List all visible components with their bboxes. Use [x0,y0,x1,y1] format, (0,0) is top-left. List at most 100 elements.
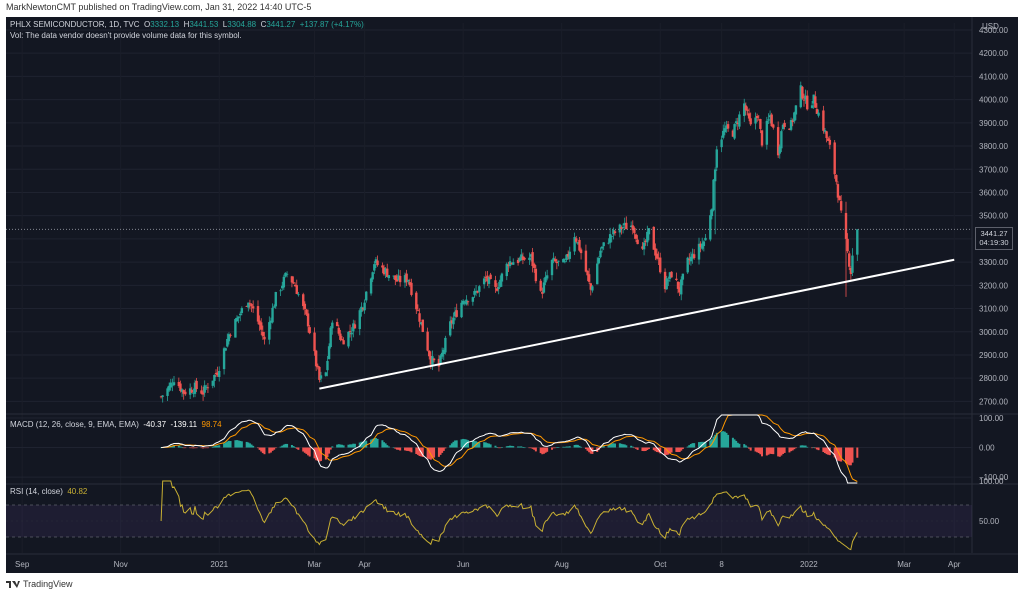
candle-body [166,388,169,396]
macd-label: MACD (12, 26, close, 9, EMA, EMA) [10,420,139,429]
macd-hist-bar [835,447,838,459]
candle-body [384,268,387,274]
macd-hist-bar [555,447,558,448]
macd-hist-bar [295,447,298,449]
candle-body [731,130,735,137]
macd-hist-bar [215,445,217,448]
macd-hist-bar [788,447,791,453]
candle-body [167,385,171,391]
macd-hist-bar [848,447,851,466]
candle-body [697,243,701,260]
candle-body [172,382,176,386]
macd-hist-bar [607,444,610,448]
candle-body [812,94,815,104]
macd-hist-bar [759,447,762,455]
macd-hist-bar [814,447,817,449]
candle-body [512,262,515,265]
candle-body [440,352,444,357]
macd-hist-bar [746,446,749,448]
macd-hist-bar [670,447,673,453]
candle-body [452,317,455,325]
candle-body [494,280,497,287]
macd-hist-bar [568,446,571,448]
macd-hist-bar [395,447,398,450]
candle-body [680,279,683,295]
candle-body [665,278,668,290]
macd-hist-bar [227,440,230,448]
macd-hist-bar [699,441,702,448]
macd-hist-bar [308,447,311,457]
candle-body [817,112,820,116]
symbol-header: PHLX SEMICONDUCTOR, 1D, TVC O3332.13 H34… [10,20,364,29]
candle-body [193,382,197,394]
macd-hist-bar [173,445,175,448]
candle-body [495,288,499,291]
macd-hist-bar [689,444,692,448]
tradingview-logo-icon [6,580,20,589]
macd-hist-bar [678,447,681,453]
candle-body [723,128,727,133]
candle-body [482,278,486,285]
macd-hist-bar [539,447,542,454]
candle-body [293,284,297,287]
rsi-label: RSI (14, close) [10,487,63,496]
candle-body [720,139,723,148]
candle-body [767,119,770,121]
macd-hist-bar [836,447,839,461]
rsi-line [160,480,858,551]
candle-body [237,316,240,319]
macd-hist-bar [268,447,271,454]
candle-body [387,275,391,279]
candle-body [781,124,785,129]
candle-body [234,319,237,338]
macd-hist-bar [347,444,350,448]
trendline [319,258,955,390]
candle-body [200,390,203,394]
macd-hist-bar [641,447,644,451]
macd-hist-bar [433,447,436,458]
macd-hist-bar [247,442,250,448]
candle-body [848,253,851,267]
macd-hist-bar [610,443,613,448]
macd-hist-bar [744,445,747,448]
candle-body [239,313,242,316]
macd-hist-bar [307,447,310,456]
candle-body [295,285,298,294]
macd-hist-bar [743,444,746,448]
candle-body [360,306,363,313]
macd-hist-bar [541,447,544,455]
macd-hist-bar [849,447,852,466]
candle-body [516,259,520,264]
macd-hist-bar [216,445,219,448]
macd-hist-bar [551,447,553,450]
chart-canvas[interactable]: 2700.00 2800.00 2900.00 3000.00 3100.00 3200.… [6,17,1018,573]
macd-hist-bar [476,442,479,448]
candle-body [765,120,769,145]
candle-body [316,365,319,368]
macd-hist-bar [576,444,579,448]
candle-body [576,242,580,244]
candle-body [169,382,172,388]
macd-hist-bar [614,443,616,448]
macd-hist-bar [772,447,775,455]
macd-hist-bar [777,447,780,457]
candle-body [778,146,781,154]
macd-hist-bar [218,445,221,448]
chart-frame[interactable]: 2700.00 2800.00 2900.00 3000.00 3100.00 3200.… [6,17,1018,573]
macd-hist-bar [194,447,196,449]
macd-axis-label: −100.00 [979,473,1009,482]
candle-body [804,95,807,100]
candle-body [314,350,318,367]
macd-hist-bar [828,447,831,456]
candle-body [205,386,208,388]
candle-body [760,130,764,146]
macd-value: -40.37 [143,420,167,429]
macd-hist-bar [542,447,545,454]
macd-hist-bar [203,447,206,449]
candle-body [403,275,407,283]
macd-hist-bar [206,447,209,449]
candle-body [415,292,418,310]
macd-hist-bar [698,442,700,448]
candle-body [302,294,305,307]
footer-brand: TradingView [23,579,73,589]
